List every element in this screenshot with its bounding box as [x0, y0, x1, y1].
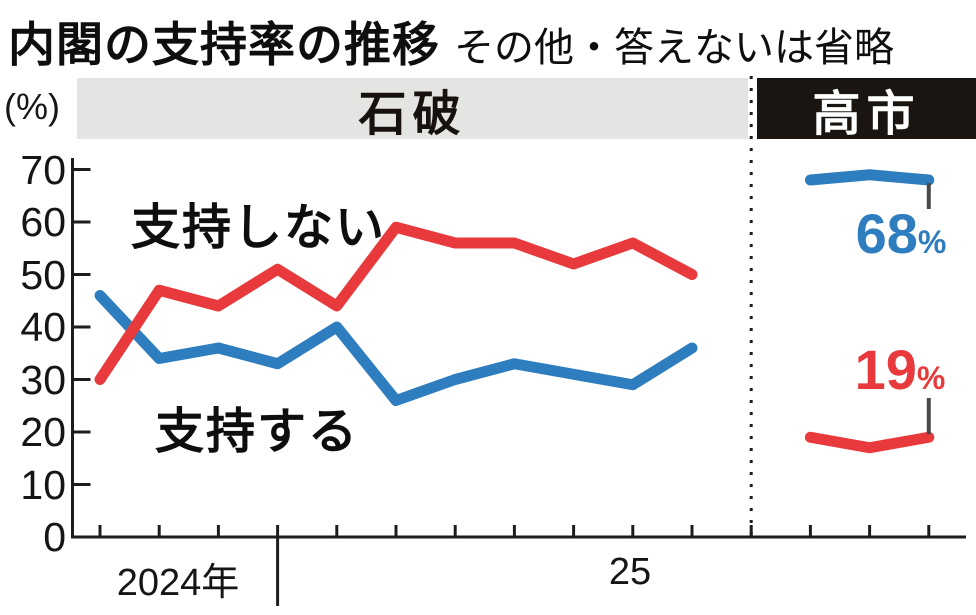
disapprove-value-callout: 19%: [855, 342, 946, 398]
y-tick-label: 30: [20, 356, 66, 403]
y-tick-label: 70: [20, 146, 66, 193]
disapprove-line-石破: [94, 221, 698, 385]
y-axis-unit-label: (%): [4, 86, 60, 127]
y-tick-label: 60: [20, 199, 66, 245]
subtitle-note: その他・答えないは省略: [454, 26, 894, 70]
page-title: 内閣の支持率の推移: [8, 18, 440, 71]
y-tick-label: 50: [20, 251, 66, 298]
takaichi-label: 高市: [812, 87, 921, 141]
disapprove-series-label: 支持しない: [131, 201, 387, 255]
y-tick-label: 10: [20, 461, 66, 508]
disapprove-value: 19: [854, 338, 917, 401]
approve-value-callout: 68%: [856, 206, 947, 262]
x-year-label: 25: [608, 551, 652, 593]
takaichi-period-band: 高市: [757, 78, 976, 141]
header: 内閣の支持率の推移 その他・答えないは省略: [8, 6, 894, 75]
approve-line-高市: [804, 169, 935, 186]
y-tick-label: 20: [20, 409, 66, 455]
disapprove-line-高市: [804, 431, 935, 454]
approve-series-label: 支持する: [155, 405, 360, 459]
approve-line-石破: [94, 290, 698, 406]
ishiba-period-band: 石破: [77, 78, 748, 141]
approve-value: 68: [855, 202, 918, 265]
ishiba-label: 石破: [358, 87, 467, 141]
approve-percent-sign: %: [917, 224, 947, 260]
y-tick-label: 40: [20, 304, 66, 350]
disapprove-percent-sign: %: [916, 360, 946, 396]
x-year-label: 2024年: [116, 562, 240, 604]
y-tick-label: 0: [43, 514, 66, 560]
